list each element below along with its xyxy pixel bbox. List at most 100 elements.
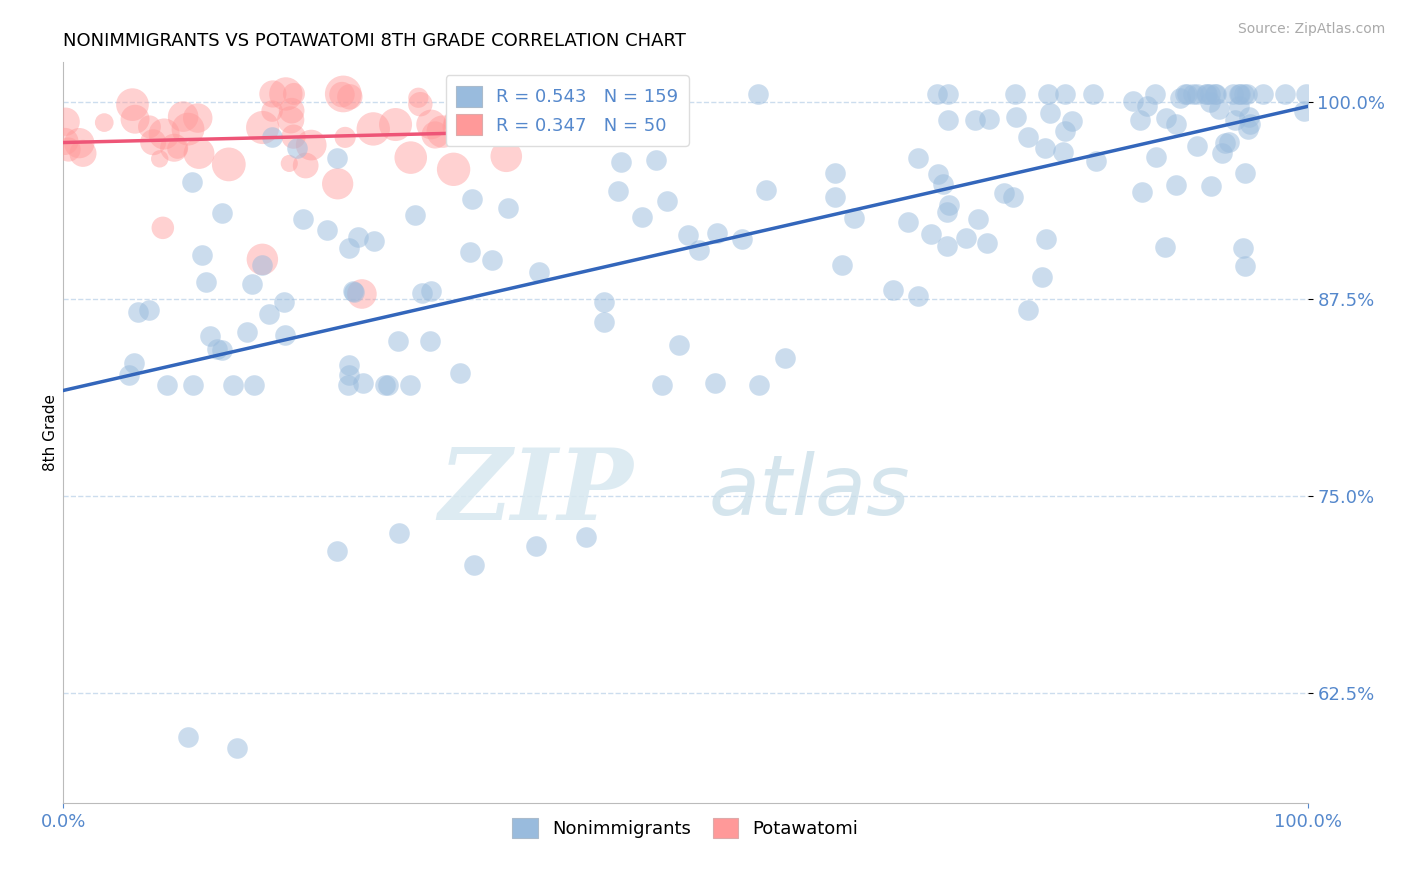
Text: Source: ZipAtlas.com: Source: ZipAtlas.com (1237, 22, 1385, 37)
Point (205, 342, 228, 356)
Point (1215, 136, 1237, 150)
Point (1233, 166, 1256, 180)
Point (326, 177, 349, 191)
Point (226, 740, 249, 755)
Point (498, 117, 520, 131)
Point (1236, 87, 1258, 101)
Point (278, 156, 301, 170)
Point (399, 151, 422, 165)
Point (977, 112, 1000, 127)
Point (1085, 153, 1108, 168)
Point (252, 252, 274, 267)
Point (1017, 302, 1039, 317)
Point (596, 128, 619, 142)
Point (180, 175, 202, 189)
Point (1236, 121, 1258, 136)
Point (966, 211, 988, 226)
Point (938, 198, 960, 212)
Point (1251, 87, 1274, 101)
Point (1002, 190, 1025, 204)
Point (67, 136, 90, 150)
Point (1052, 145, 1074, 160)
Point (332, 87, 354, 101)
Point (882, 283, 904, 297)
Point (177, 730, 200, 744)
Point (262, 104, 284, 119)
Point (458, 245, 481, 260)
Point (172, 110, 194, 124)
Point (361, 122, 384, 136)
Text: atlas: atlas (709, 451, 911, 533)
Point (257, 308, 280, 322)
Point (55, 114, 77, 128)
Point (955, 231, 977, 245)
Point (384, 118, 406, 132)
Point (463, 558, 485, 572)
Point (1195, 87, 1218, 101)
Point (420, 118, 443, 132)
Point (1208, 102, 1230, 116)
Point (1237, 110, 1260, 124)
Point (262, 129, 284, 144)
Point (1233, 87, 1256, 101)
Point (446, 115, 468, 129)
Point (240, 277, 263, 291)
Point (1166, 118, 1188, 132)
Point (748, 378, 770, 392)
Point (374, 378, 396, 392)
Point (676, 228, 699, 243)
Point (1062, 113, 1084, 128)
Point (907, 289, 929, 303)
Point (399, 377, 422, 392)
Point (1204, 87, 1226, 101)
Point (1005, 110, 1028, 124)
Text: NONIMMIGRANTS VS POTAWATOMI 8TH GRADE CORRELATION CHART: NONIMMIGRANTS VS POTAWATOMI 8TH GRADE CO… (63, 32, 686, 50)
Point (1199, 95, 1222, 109)
Point (420, 284, 443, 298)
Point (388, 526, 411, 541)
Point (1274, 87, 1296, 101)
Point (927, 87, 949, 101)
Point (936, 87, 959, 101)
Point (387, 334, 409, 348)
Point (291, 211, 314, 226)
Point (283, 129, 305, 144)
Point (419, 334, 441, 348)
Point (1182, 87, 1205, 101)
Point (1205, 87, 1227, 101)
Point (190, 248, 212, 262)
Point (409, 97, 432, 112)
Point (342, 284, 364, 298)
Point (775, 351, 797, 365)
Point (907, 151, 929, 165)
Point (1229, 99, 1251, 113)
Point (138, 120, 160, 134)
Point (177, 122, 200, 136)
Point (93, 115, 115, 129)
Point (607, 184, 630, 198)
Point (127, 305, 149, 319)
Point (250, 258, 273, 272)
Point (610, 155, 633, 169)
Point (1144, 87, 1167, 101)
Point (498, 201, 520, 215)
Point (935, 205, 957, 219)
Point (122, 356, 145, 370)
Point (273, 294, 295, 309)
Point (706, 226, 728, 240)
Point (831, 258, 853, 272)
Point (187, 111, 209, 125)
Point (337, 241, 360, 255)
Point (1295, 87, 1317, 101)
Legend: Nonimmigrants, Potawatomi: Nonimmigrants, Potawatomi (505, 810, 866, 846)
Point (252, 120, 274, 135)
Point (659, 89, 682, 103)
Point (156, 378, 179, 392)
Point (704, 376, 727, 391)
Point (630, 210, 652, 224)
Point (1195, 87, 1218, 101)
Point (824, 165, 846, 179)
Point (443, 162, 465, 177)
Point (337, 368, 360, 382)
Point (337, 358, 360, 372)
